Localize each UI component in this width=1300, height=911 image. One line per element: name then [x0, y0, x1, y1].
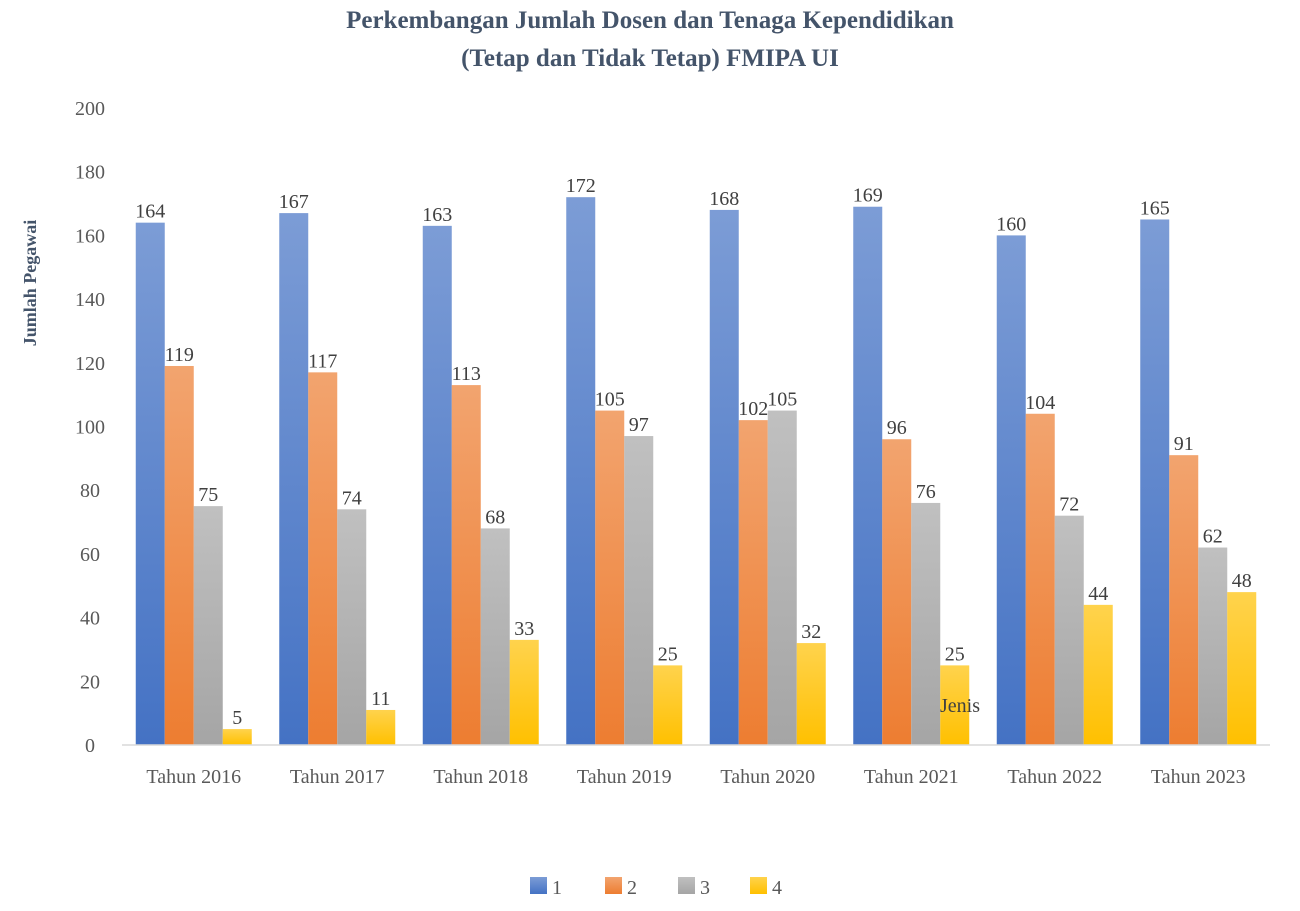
x-tick-label: Tahun 2017	[290, 766, 385, 788]
bar-series-2	[1025, 413, 1055, 745]
y-tick-label: 60	[80, 544, 100, 566]
y-tick-label: 120	[75, 353, 105, 375]
data-label: 117	[308, 350, 337, 372]
legend-swatch-3	[678, 877, 695, 894]
data-label: 91	[1174, 433, 1194, 455]
data-label: 113	[452, 363, 481, 385]
data-label: 74	[342, 487, 362, 509]
bar-series-2	[595, 410, 625, 745]
bar-series-2	[451, 385, 481, 745]
bar-series-2	[738, 420, 768, 745]
y-tick-label: 100	[75, 417, 105, 439]
legend-label: 1	[552, 877, 562, 899]
bar-series-1	[135, 222, 165, 745]
annotation-text: Jenis	[940, 695, 980, 717]
legend-label: 2	[627, 877, 637, 899]
legend-label: 4	[772, 877, 782, 899]
legend-swatch-2	[605, 877, 622, 894]
data-label: 25	[945, 643, 965, 665]
bar-series-3	[911, 502, 941, 745]
bar-series-4	[796, 643, 826, 745]
data-label: 25	[658, 643, 678, 665]
y-tick-label: 180	[75, 162, 105, 184]
bar-series-4	[1083, 604, 1113, 745]
data-label: 62	[1203, 526, 1223, 548]
y-tick-label: 160	[75, 225, 105, 247]
bar-series-3	[767, 410, 797, 745]
y-tick-label: 200	[75, 98, 105, 120]
bar-series-3	[624, 436, 654, 745]
data-label: 102	[738, 398, 768, 420]
chart-title-line-2: (Tetap dan Tidak Tetap) FMIPA UI	[461, 45, 839, 72]
y-tick-label: 80	[80, 480, 100, 502]
data-label: 44	[1088, 583, 1108, 605]
data-label: 165	[1140, 197, 1170, 219]
data-label: 160	[996, 213, 1026, 235]
bar-series-1	[566, 197, 596, 745]
data-label: 119	[165, 344, 194, 366]
x-tick-label: Tahun 2021	[864, 766, 959, 788]
bar-series-1	[709, 209, 739, 746]
bar-series-2	[1169, 455, 1199, 745]
bar-series-3	[1198, 547, 1228, 745]
y-tick-label: 20	[80, 671, 100, 693]
legend-swatch-4	[750, 877, 767, 894]
x-tick-label: Tahun 2020	[720, 766, 815, 788]
bar-series-1	[422, 225, 452, 746]
bar-series-4	[509, 639, 539, 745]
data-label: 168	[709, 188, 739, 210]
chart-title-line-1: Perkembangan Jumlah Dosen dan Tenaga Kep…	[346, 7, 954, 34]
bar-series-4	[940, 665, 970, 745]
data-label: 32	[801, 621, 821, 643]
data-label: 172	[566, 175, 596, 197]
x-tick-label: Tahun 2016	[146, 766, 241, 788]
data-label: 5	[232, 707, 242, 729]
bar-series-4	[366, 709, 396, 745]
bar-series-4	[222, 729, 252, 745]
data-label: 164	[135, 201, 165, 223]
data-label: 68	[485, 506, 505, 528]
bar-series-4	[1227, 592, 1257, 745]
legend-swatch-1	[530, 877, 547, 894]
y-axis-label: Jumlah Pegawai	[20, 220, 40, 347]
data-label: 105	[595, 389, 625, 411]
bar-series-3	[193, 506, 223, 745]
data-label: 167	[279, 191, 309, 213]
data-label: 48	[1232, 570, 1252, 592]
bar-series-2	[308, 372, 338, 745]
data-label: 169	[853, 185, 883, 207]
bar-series-4	[653, 665, 683, 745]
bar-series-2	[882, 439, 912, 745]
bar-series-3	[337, 509, 367, 745]
bar-series-1	[279, 213, 309, 746]
legend-label: 3	[700, 877, 710, 899]
data-label: 76	[916, 481, 936, 503]
x-tick-label: Tahun 2022	[1007, 766, 1102, 788]
bar-series-1	[1140, 219, 1170, 746]
y-tick-label: 40	[80, 608, 100, 630]
x-tick-label: Tahun 2019	[577, 766, 672, 788]
data-label: 163	[422, 204, 452, 226]
x-tick-label: Tahun 2023	[1151, 766, 1246, 788]
data-label: 97	[629, 414, 649, 436]
data-label: 104	[1025, 392, 1055, 414]
y-tick-label: 140	[75, 289, 105, 311]
data-label: 72	[1059, 494, 1079, 516]
bar-series-1	[853, 206, 883, 746]
data-label: 105	[767, 389, 797, 411]
data-label: 11	[371, 688, 390, 710]
y-tick-label: 0	[85, 735, 95, 757]
data-label: 96	[887, 417, 907, 439]
bar-series-3	[1054, 515, 1084, 745]
x-tick-label: Tahun 2018	[433, 766, 528, 788]
bar-series-2	[164, 365, 194, 745]
bar-series-3	[480, 528, 510, 745]
bar-series-1	[996, 235, 1026, 745]
data-label: 33	[514, 618, 534, 640]
data-label: 75	[198, 484, 218, 506]
